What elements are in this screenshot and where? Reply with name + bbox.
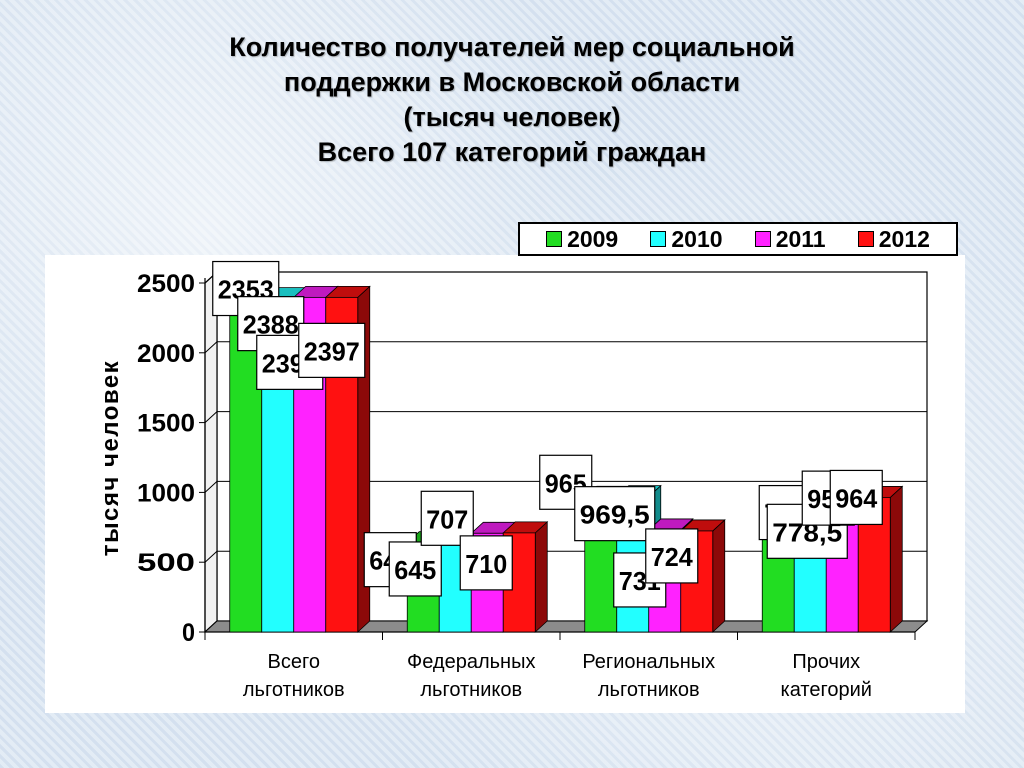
category-label-4: Прочих [792,651,860,673]
bar-2012-4-side [889,485,903,633]
data-label-text: 964 [835,483,878,513]
data-label-box [574,486,656,542]
legend-item-2012: 2012 [857,225,930,253]
data-label-text: 710 [465,549,507,579]
category-label-2: льготников [420,679,522,701]
chart-legend: 2009 2010 2011 2012 [518,222,958,256]
data-label-text: 645 [394,555,436,585]
data-label-2010-2: 645 [388,541,442,597]
data-label-text: 2397 [304,336,360,366]
y-tick-label: 500 [137,549,195,577]
data-label-text: 707 [426,504,468,534]
data-label-box [829,469,883,526]
legend-swatch-2012 [857,231,874,247]
data-label-text: 969,5 [580,500,650,530]
data-label-box [298,322,366,378]
data-label-text: 2388 [243,310,299,340]
plot-side-wall [204,270,218,634]
legend-item-2009: 2009 [546,226,618,253]
title-line-3: (тысяч человек) [403,102,621,132]
data-label-2010-3: 969,5 [574,486,656,542]
data-label-2012-3: 724 [645,528,699,584]
legend-item-2010: 2010 [650,225,723,253]
gridline [204,480,927,493]
legend-label-2009: 2009 [567,225,619,252]
title-line-2: поддержки в Московской области [283,67,741,97]
data-label-2012-2: 710 [459,535,513,591]
category-label-2: Федеральных [407,651,535,673]
data-label-box [388,541,442,597]
data-label-2012-1: 2397 [298,322,366,378]
y-tick-label: 2500 [137,270,195,298]
legend-label-2011: 2011 [775,225,826,252]
y-tick-label: 1000 [137,479,195,507]
category-label-1: льготников [243,679,345,701]
bar-2012-3-side [712,519,726,633]
legend-item-2011: 2011 [754,225,826,253]
y-tick-label: 2000 [137,340,195,368]
legend-label-2012: 2012 [878,225,930,252]
gridline [204,411,927,423]
title-line-1: Количество получателей мер социальной [229,32,795,62]
y-tick-label: 1500 [137,410,195,438]
category-label-4: категорий [781,679,872,701]
bar-2012-2-side [534,520,548,633]
gridline [204,341,927,354]
data-label-box [459,535,513,591]
category-label-3: Региональных [582,651,715,673]
legend-label-2010: 2010 [671,225,723,252]
data-label-box [645,528,699,584]
data-label-2012-4: 964 [829,469,883,526]
category-label-1: Всего [268,651,320,673]
y-axis-label: тысяч человек [97,360,124,556]
legend-swatch-2010 [650,231,667,247]
data-label-text: 724 [651,542,694,572]
category-label-3: льготников [598,679,700,701]
legend-swatch-2009 [546,231,563,247]
legend-swatch-2011 [754,231,771,247]
chart-title: Количество получателей мер социальной по… [80,30,944,170]
y-tick-label: 0 [182,619,195,647]
title-line-4: Всего 107 категорий граждан [317,137,707,167]
